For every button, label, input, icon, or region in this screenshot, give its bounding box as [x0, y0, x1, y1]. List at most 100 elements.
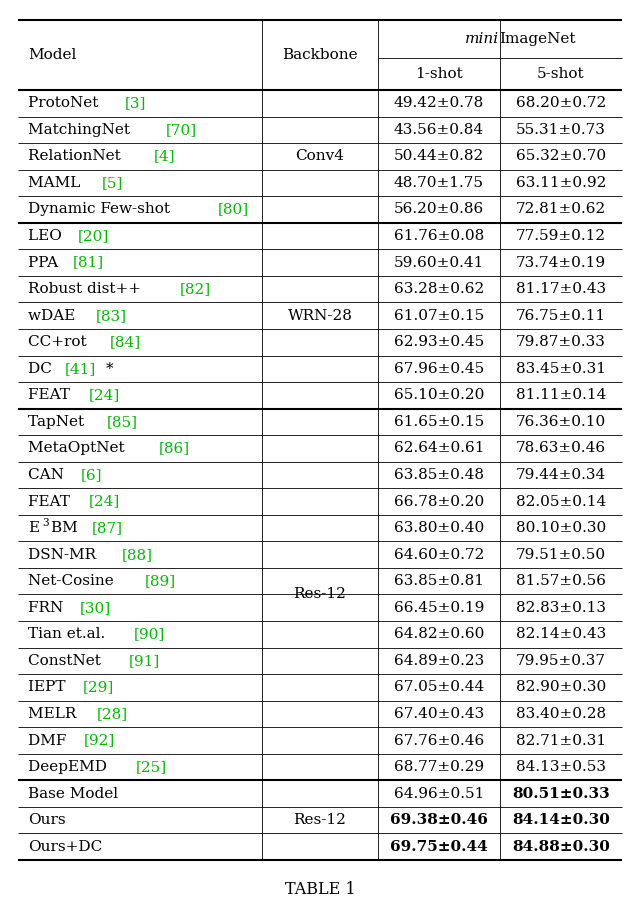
Text: [3]: [3]: [125, 96, 147, 111]
Text: 61.07±0.15: 61.07±0.15: [394, 308, 484, 323]
Text: [28]: [28]: [97, 707, 128, 721]
Text: [24]: [24]: [88, 388, 120, 403]
Text: MetaOptNet: MetaOptNet: [28, 441, 129, 456]
Text: 62.93±0.45: 62.93±0.45: [394, 335, 484, 350]
Text: [30]: [30]: [80, 601, 111, 615]
Text: 65.10±0.20: 65.10±0.20: [394, 388, 484, 403]
Text: 82.71±0.31: 82.71±0.31: [516, 734, 606, 748]
Text: [6]: [6]: [81, 468, 102, 482]
Text: 62.64±0.61: 62.64±0.61: [394, 441, 484, 456]
Text: 59.60±0.41: 59.60±0.41: [394, 255, 484, 270]
Text: 76.36±0.10: 76.36±0.10: [516, 414, 606, 429]
Text: DeepEMD: DeepEMD: [28, 760, 112, 774]
Text: 61.76±0.08: 61.76±0.08: [394, 229, 484, 243]
Text: MELR: MELR: [28, 707, 81, 721]
Text: 63.85±0.48: 63.85±0.48: [394, 468, 484, 482]
Text: 80.51±0.33: 80.51±0.33: [512, 787, 610, 801]
Text: 79.87±0.33: 79.87±0.33: [516, 335, 606, 350]
Text: Base Model: Base Model: [28, 787, 118, 801]
Text: MAML: MAML: [28, 176, 85, 190]
Text: [80]: [80]: [218, 202, 249, 217]
Text: 79.44±0.34: 79.44±0.34: [516, 468, 606, 482]
Text: [70]: [70]: [166, 123, 197, 137]
Text: 67.96±0.45: 67.96±0.45: [394, 361, 484, 376]
Text: 67.05±0.44: 67.05±0.44: [394, 681, 484, 694]
Text: [5]: [5]: [102, 176, 124, 190]
Text: 72.81±0.62: 72.81±0.62: [516, 202, 606, 217]
Text: [25]: [25]: [136, 760, 167, 774]
Text: 77.59±0.12: 77.59±0.12: [516, 229, 606, 243]
Text: 73.74±0.19: 73.74±0.19: [516, 255, 606, 270]
Text: 80.10±0.30: 80.10±0.30: [516, 522, 606, 535]
Text: 49.42±0.78: 49.42±0.78: [394, 96, 484, 111]
Text: FRN: FRN: [28, 601, 68, 615]
Text: 63.85±0.81: 63.85±0.81: [394, 575, 484, 588]
Text: ConstNet: ConstNet: [28, 654, 106, 668]
Text: 84.88±0.30: 84.88±0.30: [512, 840, 610, 854]
Text: *: *: [106, 361, 113, 376]
Text: Ours+DC: Ours+DC: [28, 840, 102, 854]
Text: LEO: LEO: [28, 229, 67, 243]
Text: 82.14±0.43: 82.14±0.43: [516, 628, 606, 641]
Text: mini: mini: [465, 32, 499, 46]
Text: [91]: [91]: [129, 654, 159, 668]
Text: IEPT: IEPT: [28, 681, 70, 694]
Text: [87]: [87]: [92, 522, 123, 535]
Text: 82.90±0.30: 82.90±0.30: [516, 681, 606, 694]
Text: 1-shot: 1-shot: [415, 67, 463, 81]
Text: 5-shot: 5-shot: [537, 67, 585, 81]
Text: 63.11±0.92: 63.11±0.92: [516, 176, 606, 190]
Text: Dynamic Few-shot: Dynamic Few-shot: [28, 202, 175, 217]
Text: [20]: [20]: [78, 229, 109, 243]
Text: DMF: DMF: [28, 734, 71, 748]
Text: 55.31±0.73: 55.31±0.73: [516, 123, 606, 137]
Text: 84.14±0.30: 84.14±0.30: [512, 813, 610, 827]
Text: Res-12: Res-12: [294, 813, 346, 827]
Text: [89]: [89]: [145, 575, 176, 588]
Text: FEAT: FEAT: [28, 388, 75, 403]
Text: 50.44±0.82: 50.44±0.82: [394, 149, 484, 164]
Text: BM: BM: [51, 522, 83, 535]
Text: [88]: [88]: [122, 548, 153, 562]
Text: 79.51±0.50: 79.51±0.50: [516, 548, 606, 562]
Text: [84]: [84]: [110, 335, 141, 350]
Text: 66.78±0.20: 66.78±0.20: [394, 494, 484, 509]
Text: 78.63±0.46: 78.63±0.46: [516, 441, 606, 456]
Text: 43.56±0.84: 43.56±0.84: [394, 123, 484, 137]
Text: TABLE 1: TABLE 1: [285, 881, 355, 899]
Text: ProtoNet: ProtoNet: [28, 96, 103, 111]
Text: 56.20±0.86: 56.20±0.86: [394, 202, 484, 217]
Text: ImageNet: ImageNet: [499, 32, 575, 46]
Text: 61.65±0.15: 61.65±0.15: [394, 414, 484, 429]
Text: 69.75±0.44: 69.75±0.44: [390, 840, 488, 854]
Text: Model: Model: [28, 48, 76, 62]
Text: Net-Cosine: Net-Cosine: [28, 575, 118, 588]
Text: CC+rot: CC+rot: [28, 335, 92, 350]
Text: 81.11±0.14: 81.11±0.14: [516, 388, 606, 403]
Text: DSN-MR: DSN-MR: [28, 548, 101, 562]
Text: 64.89±0.23: 64.89±0.23: [394, 654, 484, 668]
Text: Res-12: Res-12: [294, 587, 346, 601]
Text: [86]: [86]: [159, 441, 190, 456]
Text: WRN-28: WRN-28: [287, 308, 353, 323]
Text: Conv4: Conv4: [296, 149, 344, 164]
Text: 68.20±0.72: 68.20±0.72: [516, 96, 606, 111]
Text: PPA: PPA: [28, 255, 63, 270]
Text: 64.60±0.72: 64.60±0.72: [394, 548, 484, 562]
Text: 48.70±1.75: 48.70±1.75: [394, 176, 484, 190]
Text: 81.57±0.56: 81.57±0.56: [516, 575, 606, 588]
Text: 82.83±0.13: 82.83±0.13: [516, 601, 606, 615]
Text: Robust dist++: Robust dist++: [28, 282, 146, 296]
Text: [29]: [29]: [83, 681, 114, 694]
Text: 66.45±0.19: 66.45±0.19: [394, 601, 484, 615]
Text: Ours: Ours: [28, 813, 66, 827]
Text: [90]: [90]: [134, 628, 165, 641]
Text: RelationNet: RelationNet: [28, 149, 125, 164]
Text: 81.17±0.43: 81.17±0.43: [516, 282, 606, 296]
Text: E: E: [28, 522, 39, 535]
Text: [85]: [85]: [107, 414, 138, 429]
Text: 3: 3: [42, 518, 49, 528]
Text: Backbone: Backbone: [282, 48, 358, 62]
Text: [41]: [41]: [65, 361, 97, 376]
Text: 79.95±0.37: 79.95±0.37: [516, 654, 606, 668]
